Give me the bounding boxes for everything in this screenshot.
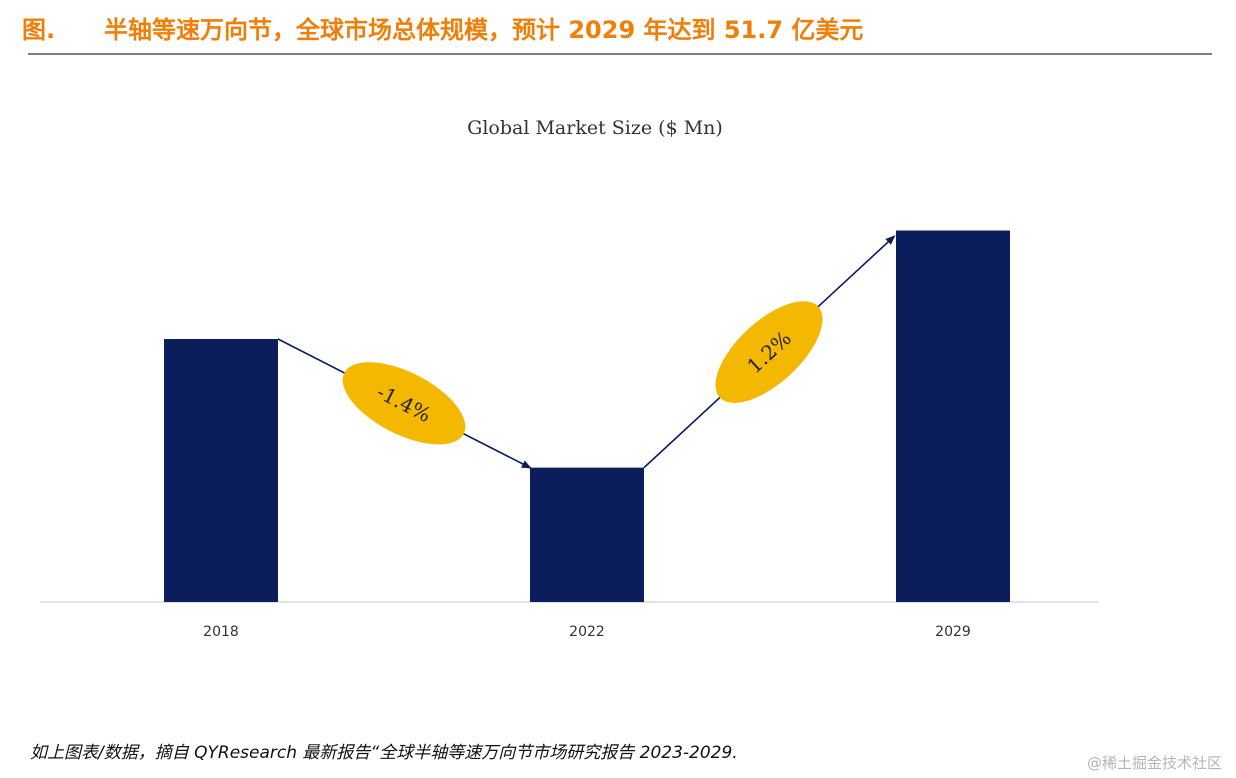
growth-badge-2022-2029 <box>715 301 823 403</box>
bar-chart: 2018 2022 2029 -1.4%1.2% <box>40 230 1098 640</box>
chart-title: Global Market Size ($ Mn) <box>467 117 723 139</box>
figure-title: 半轴等速万向节，全球市场总体规模，预计 2029 年达到 51.7 亿美元 <box>104 16 864 44</box>
source-note: 如上图表/数据，摘自 QYResearch 最新报告“全球半轴等速万向节市场研究… <box>30 743 738 763</box>
chart-area: Global Market Size ($ Mn) 2018 2022 2029 -… <box>40 117 1098 640</box>
x-tick-label: 2029 <box>935 624 971 640</box>
figure-label: 图. <box>22 16 56 44</box>
bar-2029 <box>896 230 1010 602</box>
ticks-layer: 2018 2022 2029 <box>203 624 971 640</box>
bars-layer <box>164 230 1010 602</box>
bar-2018 <box>164 339 278 602</box>
header-divider <box>28 53 1212 55</box>
x-tick-label: 2018 <box>203 624 239 640</box>
bar-2022 <box>530 467 644 602</box>
watermark: @稀土掘金技术社区 <box>1086 754 1222 772</box>
figure-header: 图. 半轴等速万向节，全球市场总体规模，预计 2029 年达到 51.7 亿美元 <box>22 10 1212 50</box>
growth-badge-2018-2022 <box>342 362 466 445</box>
x-tick-label: 2022 <box>569 624 605 640</box>
growth-layer: -1.4%1.2% <box>277 235 896 469</box>
